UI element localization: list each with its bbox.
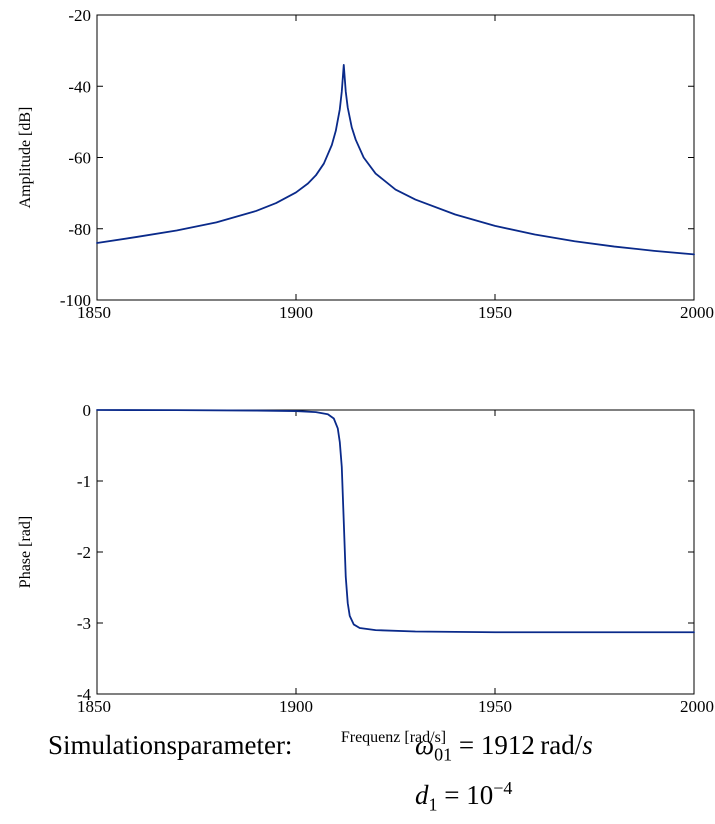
phase-x-tick-label: 1900 (279, 697, 313, 716)
phase-x-tick-label: 2000 (680, 697, 714, 716)
phase-chart: 1850 1900 1950 2000 0 -1 -2 -3 -4 Phase [rad] Freq… (17, 401, 714, 746)
phase-series-line (96, 409, 695, 634)
phase-x-tick-label: 1950 (478, 697, 512, 716)
amplitude-x-tick-label: 1950 (478, 303, 512, 322)
amplitude-x-tick-label: 2000 (680, 303, 714, 322)
phase-y-tick-label: -3 (77, 614, 91, 633)
amplitude-y-tick-label: -20 (68, 6, 91, 25)
phase-y-axis-label: Phase [rad] (17, 516, 34, 588)
omega-unit-s: s (582, 730, 593, 760)
amplitude-chart: 1850 1900 1950 2000 -20 -40 -60 -80 -100 Amplitud… (17, 6, 714, 322)
amplitude-y-tick-label: -40 (68, 77, 91, 96)
omega-symbol: ω (415, 730, 435, 760)
amplitude-y-axis-label: Amplitude [dB] (17, 107, 34, 209)
amplitude-y-tick-label: -80 (68, 220, 91, 239)
amplitude-x-tick-label: 1900 (279, 303, 313, 322)
phase-y-tick-label: -4 (77, 685, 92, 704)
omega-unit-rad: rad (540, 730, 575, 760)
damping-subscript: 1 (428, 794, 438, 815)
amplitude-y-tick-label: -60 (68, 149, 91, 168)
amplitude-series-line (96, 63, 695, 256)
amplitude-x-tick-label: 1850 (77, 303, 111, 322)
phase-y-tick-label: -2 (77, 543, 91, 562)
omega-subscript: 01 (434, 744, 453, 765)
damping-equation: d1 = 10−4 (415, 778, 513, 815)
simulation-parameters: Simulationsparameter: ω01 = 1912 rad/s d… (48, 728, 593, 822)
amplitude-axes-frame (96, 14, 695, 301)
parameters-label: Simulationsparameter: (48, 730, 293, 760)
phase-x-tick-label: 1850 (77, 697, 111, 716)
phase-x-axis-label: Frequenz [rad/s] (341, 729, 446, 746)
amplitude-y-tick-label: -100 (60, 291, 91, 310)
omega-value: 1912 (480, 730, 535, 760)
phase-y-tick-label: 0 (83, 401, 92, 420)
phase-y-tick-label: -1 (77, 472, 91, 491)
damping-symbol: d (415, 780, 429, 811)
damping-exponent: −4 (493, 778, 513, 799)
damping-base: 10 (466, 780, 494, 811)
omega-equation: ω01 = 1912 rad/s (415, 730, 593, 765)
phase-axes-frame (96, 409, 695, 695)
